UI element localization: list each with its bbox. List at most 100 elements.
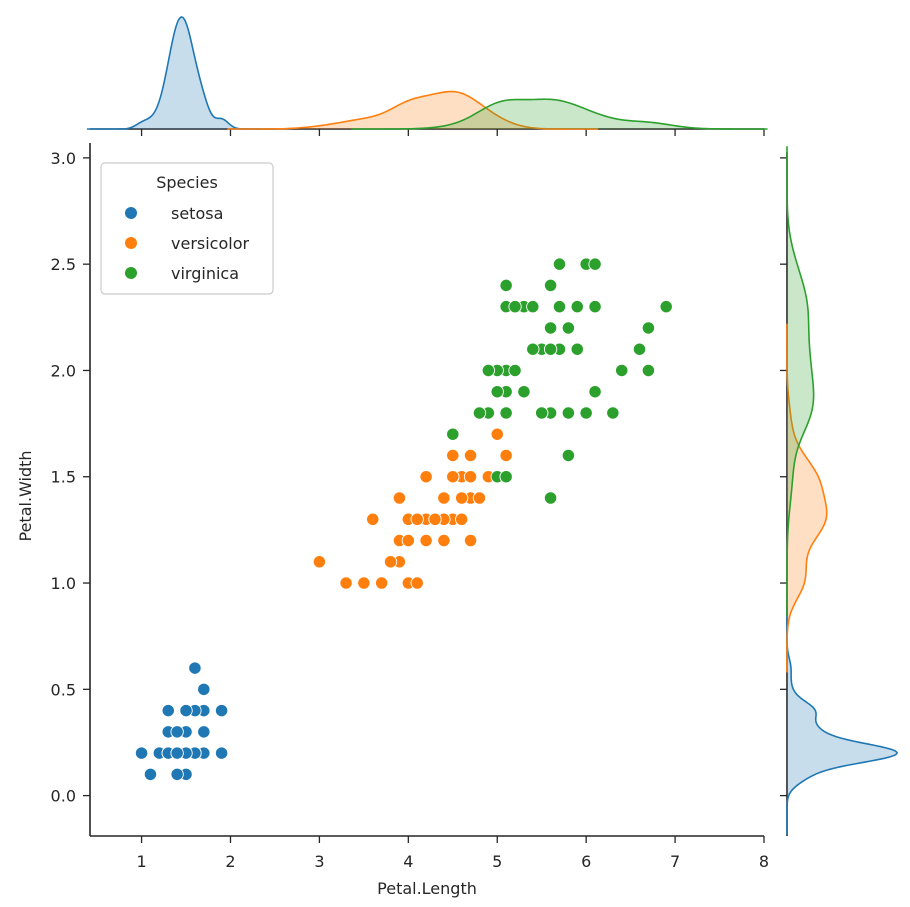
- point-setosa: [179, 703, 193, 718]
- point-virginica: [543, 342, 558, 356]
- right-kde-fill-versicolor: [787, 323, 827, 673]
- point-versicolor: [472, 491, 487, 505]
- point-virginica: [632, 342, 647, 356]
- series-versicolor: [312, 406, 513, 590]
- y-tick-label: 0.5: [51, 680, 76, 699]
- point-versicolor: [366, 512, 380, 526]
- point-virginica: [659, 300, 673, 314]
- top-kde-fill-versicolor: [227, 91, 599, 129]
- point-virginica: [499, 470, 513, 484]
- x-tick-label: 3: [314, 852, 324, 871]
- point-versicolor: [419, 533, 433, 548]
- right-marginal-kde: [780, 146, 898, 836]
- point-virginica: [446, 427, 460, 441]
- point-setosa: [161, 703, 175, 718]
- x-tick-label: 4: [403, 852, 413, 871]
- point-virginica: [508, 300, 522, 314]
- legend-label-setosa: setosa: [171, 204, 223, 223]
- point-virginica: [570, 300, 584, 314]
- legend-frame: [100, 162, 274, 295]
- point-versicolor: [455, 491, 469, 505]
- right-kde-line-virginica: [786, 146, 815, 616]
- series-virginica: [446, 257, 673, 505]
- series-setosa: [134, 661, 229, 782]
- legend-marker-setosa: [125, 207, 137, 219]
- point-setosa: [197, 682, 211, 696]
- point-versicolor: [410, 576, 424, 590]
- point-virginica: [588, 385, 602, 399]
- point-versicolor: [339, 576, 353, 590]
- point-setosa: [134, 746, 149, 760]
- legend-label-versicolor: versicolor: [171, 234, 249, 253]
- point-virginica: [561, 321, 576, 335]
- point-virginica: [641, 363, 656, 378]
- point-virginica: [526, 300, 540, 314]
- point-setosa: [197, 725, 211, 739]
- point-virginica: [543, 278, 558, 293]
- point-virginica: [508, 363, 522, 378]
- point-versicolor: [375, 576, 389, 590]
- point-virginica: [552, 300, 567, 314]
- point-versicolor: [383, 555, 398, 569]
- point-virginica: [535, 406, 549, 420]
- point-virginica: [588, 257, 602, 271]
- legend-item-versicolor: versicolor: [125, 234, 249, 253]
- point-virginica: [570, 342, 584, 356]
- point-setosa: [214, 746, 229, 760]
- point-virginica: [641, 321, 656, 335]
- right-kde-fill-virginica: [787, 146, 814, 616]
- top-marginal-kde: [86, 16, 768, 136]
- point-versicolor: [401, 533, 415, 548]
- top-kde-fill-setosa: [86, 17, 277, 129]
- x-tick-label: 1: [136, 852, 146, 871]
- point-versicolor: [463, 470, 478, 484]
- x-axis-label: Petal.Length: [377, 879, 477, 898]
- y-axis-label: Petal.Width: [16, 450, 35, 541]
- x-tick-label: 8: [759, 852, 769, 871]
- point-virginica: [526, 342, 540, 356]
- point-virginica: [561, 448, 576, 463]
- point-versicolor: [392, 491, 407, 505]
- point-versicolor: [410, 512, 424, 526]
- y-tick-label: 2.0: [51, 361, 76, 380]
- point-virginica: [490, 385, 504, 399]
- point-virginica: [499, 406, 513, 420]
- point-versicolor: [437, 533, 451, 548]
- legend-marker-virginica: [125, 267, 137, 279]
- right-kde-line-versicolor: [786, 323, 828, 673]
- point-versicolor: [455, 512, 469, 526]
- point-versicolor: [463, 448, 478, 463]
- point-virginica: [499, 278, 513, 293]
- point-versicolor: [463, 533, 478, 548]
- point-setosa: [188, 661, 202, 675]
- point-virginica: [606, 406, 620, 420]
- x-tick-label: 7: [670, 852, 680, 871]
- point-virginica: [561, 406, 576, 420]
- point-versicolor: [428, 512, 442, 526]
- point-virginica: [481, 363, 496, 378]
- point-virginica: [543, 321, 558, 335]
- legend-marker-versicolor: [125, 237, 137, 249]
- point-versicolor: [312, 555, 327, 569]
- y-tick-label: 3.0: [51, 149, 76, 168]
- y-tick-label: 1.5: [51, 468, 76, 487]
- point-versicolor: [446, 470, 460, 484]
- x-tick-label: 6: [581, 852, 591, 871]
- point-setosa: [214, 703, 229, 718]
- main-axes: 1 2 3 4 5 6 7 8 0.0 0.5 1.0 1.5 2.0 2.5 3.0: [51, 143, 769, 871]
- y-tick-label: 0.0: [51, 787, 76, 806]
- point-setosa: [143, 767, 158, 782]
- point-setosa: [170, 767, 184, 782]
- x-tick-label: 2: [225, 852, 235, 871]
- point-versicolor: [419, 470, 433, 484]
- point-setosa: [170, 746, 184, 760]
- y-tick-label: 2.5: [51, 255, 76, 274]
- x-tick-label: 5: [492, 852, 502, 871]
- legend: Species setosa versicolor virginica: [100, 162, 274, 295]
- point-virginica: [552, 257, 567, 271]
- point-setosa: [170, 725, 184, 739]
- top-kde-line-versicolor: [227, 90, 599, 130]
- point-virginica: [615, 363, 629, 378]
- legend-label-virginica: virginica: [171, 264, 239, 283]
